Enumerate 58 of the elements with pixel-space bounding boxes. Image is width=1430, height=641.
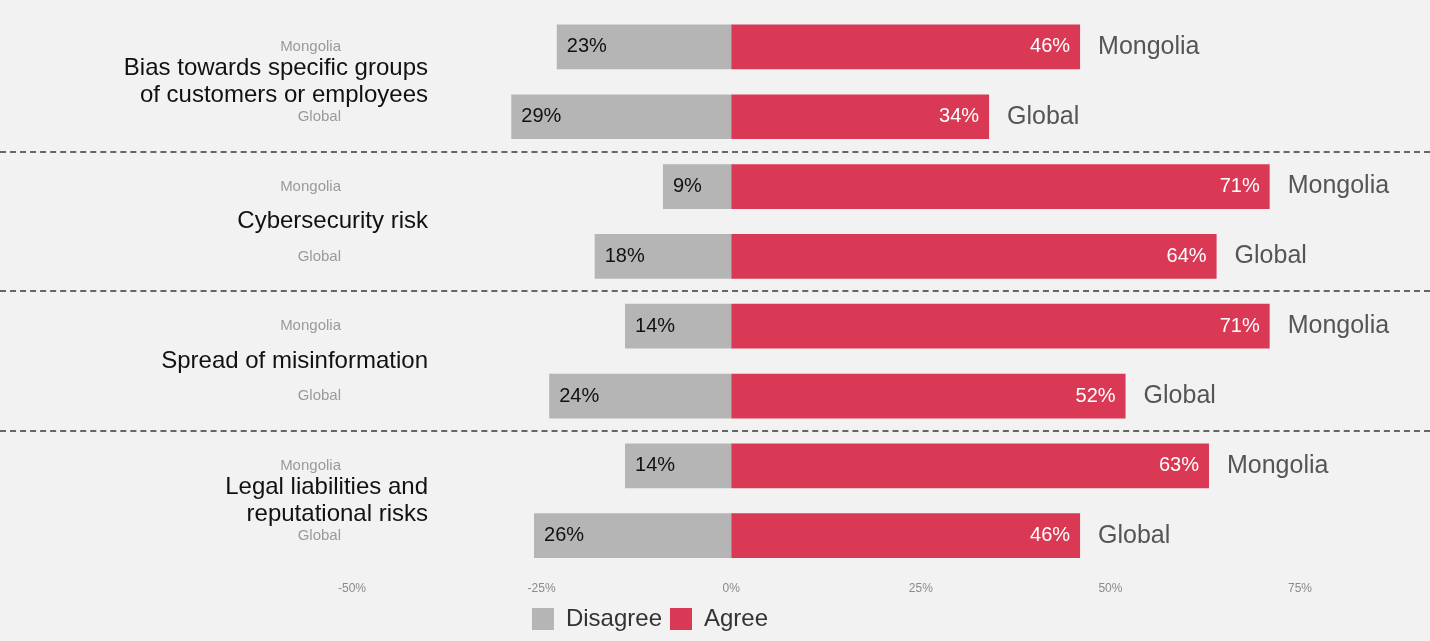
bar (731, 373, 1126, 419)
data-label: 9% (672, 174, 703, 197)
y-tick-label: Global (297, 525, 341, 543)
data-label: 52% (1075, 383, 1116, 406)
data-label: 23% (566, 34, 608, 57)
data-label: 46% (1030, 34, 1071, 57)
category-label: Mongolia (1287, 310, 1390, 339)
data-label: 71% (1219, 174, 1260, 197)
y-tick-label: Mongolia (280, 456, 342, 473)
bar (731, 513, 1081, 559)
y-tick-label: Mongolia (280, 37, 342, 55)
data-label: 71% (1219, 313, 1260, 336)
y-tick-label: Mongolia (280, 316, 342, 334)
x-tick-label: 25% (908, 581, 934, 596)
bar (534, 513, 732, 559)
x-tick-label: -25% (527, 581, 556, 596)
y-tick-label: Mongolia (280, 176, 342, 194)
annotation: Spread of misinformation (161, 345, 428, 373)
legend-label: Agree (704, 603, 769, 631)
bar (625, 303, 732, 349)
data-label: 63% (1158, 453, 1200, 476)
data-label: 24% (559, 383, 600, 406)
category-label: Mongolia (1098, 30, 1200, 59)
y-tick-label: Global (297, 386, 341, 404)
data-label: 14% (635, 453, 676, 476)
x-tick-label: 0% (722, 581, 741, 596)
bar (594, 234, 732, 279)
data-label: 34% (939, 104, 980, 127)
category-label: Global (1007, 100, 1080, 129)
y-tick-label: Global (297, 246, 341, 264)
bar (549, 373, 732, 419)
bar (731, 164, 1270, 209)
bar (662, 164, 732, 209)
bar (731, 24, 1081, 70)
bar (556, 24, 732, 70)
x-tick-label: 75% (1287, 581, 1313, 596)
annotation: Cybersecurity risk (237, 206, 429, 234)
data-label: 26% (544, 523, 585, 546)
bar (511, 94, 732, 140)
legend-label: Disagree (565, 603, 662, 631)
data-label: 64% (1166, 243, 1207, 266)
bar (731, 94, 990, 140)
data-label: 18% (604, 243, 645, 266)
category-label: Mongolia (1287, 170, 1390, 199)
category-label: Global (1143, 379, 1216, 408)
x-tick-label: 50% (1098, 581, 1123, 596)
category-label: Global (1234, 240, 1307, 269)
category-label: Global (1098, 519, 1171, 548)
data-label: 29% (521, 104, 562, 127)
bar (625, 443, 732, 489)
data-label: 46% (1030, 523, 1071, 546)
bar (731, 303, 1270, 349)
x-tick-label: -50% (337, 581, 367, 596)
data-label: 14% (635, 313, 676, 336)
y-tick-label: Global (297, 106, 341, 124)
bar (731, 443, 1209, 489)
bar (731, 234, 1217, 279)
category-label: Mongolia (1226, 449, 1329, 478)
